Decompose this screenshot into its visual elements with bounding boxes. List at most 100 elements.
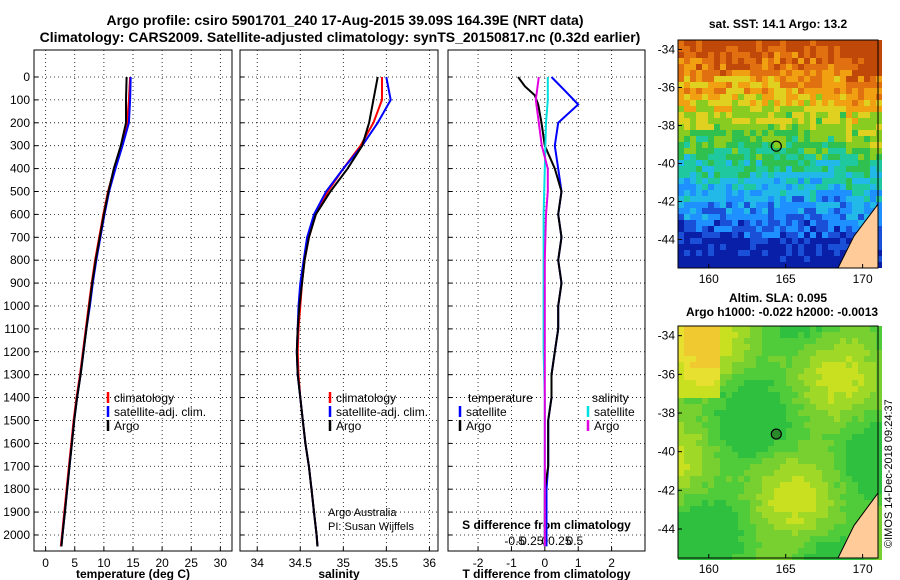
map-cell <box>822 136 828 142</box>
map-cell <box>828 190 834 196</box>
map-cell <box>708 208 714 214</box>
map-cell <box>840 422 846 428</box>
map-cell <box>702 256 708 262</box>
map-cell <box>846 118 852 124</box>
imos-stamp: ©IMOS 14-Dec-2018 09:24:37 <box>883 399 895 548</box>
map-cell <box>708 524 714 530</box>
map-cell <box>864 434 870 440</box>
map-cell <box>714 64 720 70</box>
map-cell <box>840 238 846 244</box>
map-cell <box>744 208 750 214</box>
map-cell <box>720 148 726 154</box>
map-cell <box>720 226 726 232</box>
map-cell <box>810 256 816 262</box>
map-cell <box>744 494 750 500</box>
map-cell <box>864 416 870 422</box>
map-cell <box>876 458 882 464</box>
map-cell <box>762 118 768 124</box>
map-cell <box>870 184 876 190</box>
map-cell <box>756 356 762 362</box>
map-cell <box>750 94 756 100</box>
map-cell <box>876 518 882 524</box>
map-cell <box>774 518 780 524</box>
map-cell <box>750 350 756 356</box>
map-cell <box>816 482 822 488</box>
map-cell <box>750 380 756 386</box>
map-cell <box>786 434 792 440</box>
map-cell <box>744 196 750 202</box>
map-cell <box>810 500 816 506</box>
map-cell <box>846 142 852 148</box>
map-cell <box>762 226 768 232</box>
map-cell <box>852 392 858 398</box>
map-cell <box>744 554 750 560</box>
map-cell <box>864 94 870 100</box>
map-cell <box>726 422 732 428</box>
x-tick-label: 36 <box>423 556 437 570</box>
map-cell <box>804 76 810 82</box>
map-cell <box>744 380 750 386</box>
map-cell <box>696 142 702 148</box>
map-cell <box>768 458 774 464</box>
map-cell <box>876 178 882 184</box>
map-cell <box>774 470 780 476</box>
map-cell <box>846 106 852 112</box>
map-cell <box>858 52 864 58</box>
map-cell <box>714 82 720 88</box>
map-cell <box>696 374 702 380</box>
map-cell <box>762 130 768 136</box>
map-cell <box>876 332 882 338</box>
map-cell <box>792 446 798 452</box>
map-cell <box>720 88 726 94</box>
map-cell <box>726 88 732 94</box>
map-cell <box>876 250 882 256</box>
map-cell <box>774 232 780 238</box>
map-cell <box>774 440 780 446</box>
map-cell <box>678 554 684 560</box>
map-cell <box>840 100 846 106</box>
map-cell <box>756 148 762 154</box>
map-cell <box>786 130 792 136</box>
map-cell <box>834 100 840 106</box>
map-cell <box>840 494 846 500</box>
map-cell <box>852 136 858 142</box>
map-cell <box>780 356 786 362</box>
map-cell <box>834 380 840 386</box>
map-cell <box>840 464 846 470</box>
map-cell <box>834 410 840 416</box>
map-cell <box>720 434 726 440</box>
map-cell <box>684 452 690 458</box>
map-cell <box>678 76 684 82</box>
map-cell <box>690 434 696 440</box>
map-cell <box>750 458 756 464</box>
map-cell <box>708 256 714 262</box>
map-cell <box>678 202 684 208</box>
legend-label: satellite <box>594 405 635 419</box>
map-cell <box>816 500 822 506</box>
map-cell <box>744 374 750 380</box>
map-cell <box>852 344 858 350</box>
map-cell <box>834 332 840 338</box>
map-cell <box>696 148 702 154</box>
map-cell <box>726 160 732 166</box>
map-cell <box>702 196 708 202</box>
map-cell <box>774 398 780 404</box>
map-cell <box>690 244 696 250</box>
map-cell <box>756 434 762 440</box>
map-cell <box>834 124 840 130</box>
map-cell <box>852 506 858 512</box>
map-cell <box>792 398 798 404</box>
map-cell <box>810 46 816 52</box>
map-cell <box>840 214 846 220</box>
map-cell <box>846 112 852 118</box>
map-cell <box>708 262 714 268</box>
map-cell <box>684 64 690 70</box>
map-cell <box>774 106 780 112</box>
map-cell <box>780 530 786 536</box>
map-cell <box>762 148 768 154</box>
map-cell <box>738 356 744 362</box>
map-cell <box>690 458 696 464</box>
map-cell <box>780 350 786 356</box>
map-cell <box>864 380 870 386</box>
map-cell <box>720 338 726 344</box>
